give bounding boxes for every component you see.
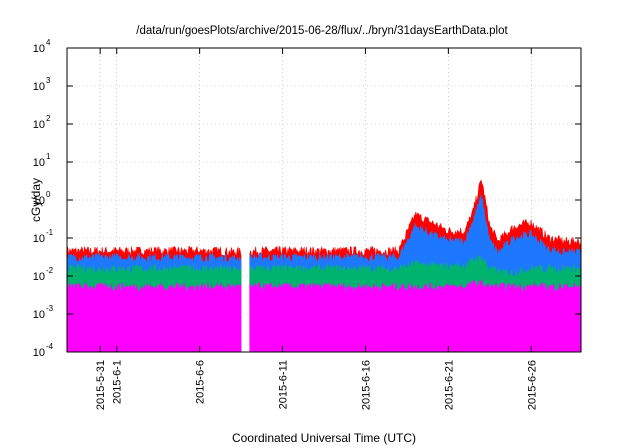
dropout-spike: [119, 291, 123, 352]
dropout-spike: [459, 291, 463, 352]
x-tick-label: 2015-6-6: [195, 360, 207, 404]
y-tick-exponent: 4: [46, 38, 51, 47]
x-axis: 2015-5-31 2015-6-1 2015-6-6 2015-6-11 2015-6…: [95, 48, 538, 410]
y-tick-label: 10: [33, 195, 45, 207]
y-tick-label: 10: [33, 309, 45, 321]
series-group: [66, 179, 582, 353]
y-tick-exponent: 2: [46, 114, 51, 123]
y-tick-exponent: 3: [46, 76, 51, 85]
y-tick-label: 10: [33, 347, 45, 359]
dropout-spike: [334, 291, 338, 352]
y-tick-label: 10: [33, 157, 45, 169]
dropout-spike: [289, 291, 293, 352]
y-tick-label: 10: [33, 233, 45, 245]
dropout-spike: [409, 291, 413, 352]
dropout-spike: [392, 291, 396, 352]
x-tick-label: 2015-6-1: [112, 360, 124, 404]
y-tick-label: 10: [33, 271, 45, 283]
y-tick-exponent: 0: [46, 190, 51, 199]
x-axis-label: Coordinated Universal Time (UTC): [232, 431, 416, 445]
y-tick-label: 10: [33, 81, 45, 93]
dropout-spike: [252, 291, 256, 352]
x-tick-label: 2015-6-11: [278, 360, 290, 409]
series-3-band: [66, 282, 242, 353]
dropout-spike: [268, 291, 272, 352]
x-tick-label: 2015-5-31: [95, 360, 107, 410]
dropout-spike: [173, 291, 177, 352]
dropout-spike: [525, 291, 529, 352]
y-tick-exponent: -1: [46, 228, 54, 237]
x-tick-label: 2015-6-16: [360, 360, 372, 410]
y-tick-label: 10: [33, 43, 45, 55]
x-tick-label: 2015-6-26: [526, 360, 538, 410]
y-tick-exponent: -3: [46, 304, 54, 313]
y-tick-exponent: -2: [46, 266, 54, 275]
series-3-band: [249, 278, 582, 353]
y-axis-label: cGy/day: [29, 178, 43, 222]
y-tick-label: 10: [33, 119, 45, 131]
x-tick-label: 2015-6-21: [443, 360, 455, 410]
y-tick-exponent: -4: [46, 342, 54, 351]
y-tick-exponent: 1: [46, 152, 51, 161]
chart-title: /data/run/goesPlots/archive/2015-06-28/f…: [136, 25, 508, 37]
